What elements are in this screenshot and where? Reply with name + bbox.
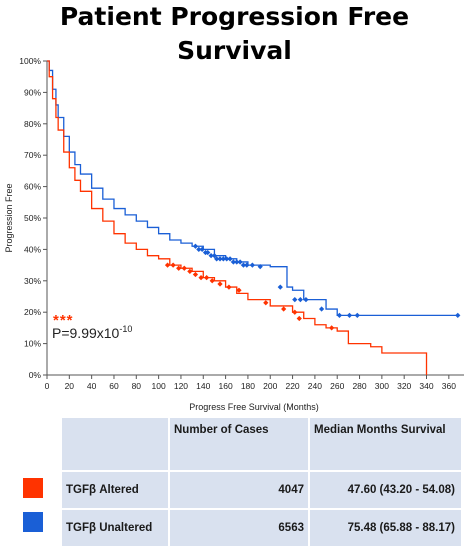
censor-mark bbox=[297, 297, 304, 303]
x-tick-label: 240 bbox=[308, 381, 322, 391]
x-tick-label: 320 bbox=[397, 381, 411, 391]
x-tick-label: 200 bbox=[263, 381, 277, 391]
censor-mark bbox=[336, 312, 343, 318]
p-value-base: P=9.99x10 bbox=[52, 325, 120, 341]
censor-mark bbox=[277, 284, 283, 290]
censor-mark bbox=[205, 249, 211, 256]
censor-mark bbox=[199, 246, 205, 253]
axes-layer: 0% 10% 20% 30% 40% 50% 60% 70% 80% 90% 100% 0 20 40 60… bbox=[19, 56, 464, 391]
x-tick-label: 160 bbox=[219, 381, 233, 391]
altered-legend-swatch bbox=[23, 478, 43, 498]
header-median: Median Months Survival bbox=[308, 416, 463, 472]
group-label: TGFβ Altered bbox=[60, 470, 170, 510]
censor-mark bbox=[192, 271, 199, 278]
censor-mark bbox=[249, 262, 256, 268]
censor-mark bbox=[198, 275, 204, 281]
significance-stars: *** bbox=[53, 312, 74, 329]
censor-mark bbox=[329, 325, 335, 331]
censor-mark bbox=[257, 264, 263, 270]
unaltered-legend-swatch bbox=[23, 512, 43, 532]
km-plot: 0% 10% 20% 30% 40% 50% 60% 70% 80% 90% 100% 0 20 40 60… bbox=[4, 56, 464, 412]
censor-mark bbox=[164, 262, 171, 268]
y-tick-label: 30% bbox=[24, 276, 41, 286]
censor-mark bbox=[455, 312, 461, 318]
censor-mark bbox=[303, 297, 309, 303]
y-tick-label: 70% bbox=[24, 150, 41, 160]
summary-table: Number of Cases Median Months Survival T… bbox=[60, 416, 463, 548]
x-tick-label: 20 bbox=[65, 381, 75, 391]
x-tick-label: 300 bbox=[375, 381, 389, 391]
censor-mark bbox=[281, 306, 287, 312]
x-tick-label: 80 bbox=[132, 381, 142, 391]
cases-value: 4047 bbox=[168, 470, 310, 510]
x-tick-label: 340 bbox=[419, 381, 433, 391]
median-value: 75.48 (65.88 - 88.17) bbox=[308, 508, 463, 548]
table-row: TGFβ Unaltered 6563 75.48 (65.88 - 88.17… bbox=[60, 508, 463, 548]
censor-mark bbox=[292, 309, 298, 315]
censor-mark bbox=[170, 262, 176, 268]
x-tick-label: 220 bbox=[285, 381, 299, 391]
censor-mark bbox=[217, 281, 223, 287]
censor-mark bbox=[226, 284, 232, 290]
censor-mark bbox=[181, 265, 187, 271]
censor-mark bbox=[236, 287, 242, 293]
censor-mark bbox=[292, 297, 298, 303]
table-row: TGFβ Altered 4047 47.60 (43.20 - 54.08) bbox=[60, 470, 463, 510]
y-tick-label: 0% bbox=[29, 370, 42, 380]
censor-mark bbox=[318, 306, 325, 312]
censor-mark bbox=[211, 253, 218, 259]
x-tick-label: 360 bbox=[442, 381, 456, 391]
group-label: TGFβ Unaltered bbox=[60, 508, 170, 548]
x-tick-label: 280 bbox=[352, 381, 366, 391]
table-header-row: Number of Cases Median Months Survival bbox=[60, 416, 463, 472]
x-tick-label: 140 bbox=[196, 381, 210, 391]
series-line bbox=[47, 60, 458, 316]
censor-mark bbox=[346, 312, 353, 318]
header-blank-cell bbox=[60, 416, 170, 472]
censor-mark bbox=[203, 275, 210, 281]
series-layer bbox=[47, 60, 461, 375]
censor-mark bbox=[237, 259, 243, 265]
p-value: P=9.99x10-10 bbox=[52, 324, 132, 341]
x-tick-label: 120 bbox=[174, 381, 188, 391]
header-cases: Number of Cases bbox=[168, 416, 310, 472]
y-tick-label: 80% bbox=[24, 119, 41, 129]
median-value: 47.60 (43.20 - 54.08) bbox=[308, 470, 463, 510]
censor-mark bbox=[176, 265, 182, 271]
censor-mark bbox=[227, 256, 233, 262]
y-axis-label: Progression Free bbox=[4, 183, 14, 252]
y-tick-label: 60% bbox=[24, 182, 41, 192]
y-tick-label: 20% bbox=[24, 307, 41, 317]
censor-mark bbox=[263, 300, 269, 306]
censor-mark bbox=[187, 268, 193, 275]
x-tick-label: 260 bbox=[330, 381, 344, 391]
x-tick-label: 100 bbox=[152, 381, 166, 391]
censor-mark bbox=[192, 243, 199, 249]
cases-value: 6563 bbox=[168, 508, 310, 548]
censor-mark bbox=[296, 315, 302, 322]
y-tick-label: 40% bbox=[24, 244, 41, 254]
x-tick-label: 0 bbox=[45, 381, 50, 391]
x-tick-label: 180 bbox=[241, 381, 255, 391]
p-value-exponent: -10 bbox=[119, 324, 132, 334]
censor-mark bbox=[209, 278, 215, 284]
chart-title: Patient Progression Free Survival bbox=[59, 2, 410, 65]
censor-mark bbox=[244, 262, 250, 268]
x-axis-label: Progress Free Survival (Months) bbox=[189, 402, 319, 412]
x-tick-label: 60 bbox=[109, 381, 119, 391]
y-tick-label: 50% bbox=[24, 213, 41, 223]
y-tick-label: 10% bbox=[24, 339, 41, 349]
censor-mark bbox=[354, 312, 360, 318]
y-tick-label: 90% bbox=[24, 87, 41, 97]
x-tick-label: 40 bbox=[87, 381, 97, 391]
y-tick-label: 100% bbox=[19, 56, 41, 66]
